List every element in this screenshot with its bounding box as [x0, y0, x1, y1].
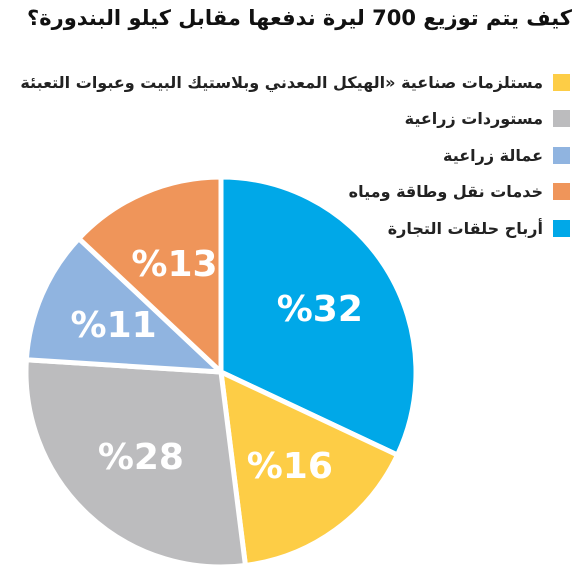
legend-item-labor: عمالة زراعية [50, 137, 570, 174]
legend-item-industrial: مستلزمات صناعية «الهيكل المعدني وبلاستيك… [20, 64, 570, 101]
legend-swatch-trade-profits [553, 219, 570, 237]
legend-swatch-imports [553, 110, 570, 128]
pie-slice-imports [23, 357, 248, 570]
legend-label-industrial: مستلزمات صناعية «الهيكل المعدني وبلاستيك… [20, 72, 543, 92]
legend-item-imports: مستوردات زراعية [50, 101, 570, 138]
pie-slice-trade-profits [218, 174, 419, 458]
legend-swatch-services [553, 183, 570, 201]
legend-label-services: خدمات نقل وطاقة ومياه [348, 182, 543, 202]
legend-label-labor: عمالة زراعية [442, 145, 543, 165]
pie-slice-services [76, 174, 224, 375]
legend: مستلزمات صناعية «الهيكل المعدني وبلاستيك… [20, 64, 570, 247]
legend-item-trade-profits: أرباح حلقات التجارة [50, 210, 570, 247]
slice-label-services: %13 [131, 244, 217, 285]
legend-item-services: خدمات نقل وطاقة ومياه [50, 174, 570, 211]
slice-label-labor: %11 [71, 305, 157, 346]
slice-label-trade-profits: %32 [277, 289, 363, 330]
legend-label-trade-profits: أرباح حلقات التجارة [387, 218, 543, 238]
pie-slice-industrial [218, 369, 400, 568]
slice-label-imports: %28 [98, 437, 184, 478]
chart-title: كيف يتم توزيع 700 ليرة ندفعها مقابل كيلو… [27, 6, 572, 30]
legend-swatch-labor [553, 146, 570, 164]
legend-label-imports: مستوردات زراعية [404, 109, 543, 129]
slice-label-industrial: %16 [247, 446, 333, 487]
legend-swatch-industrial [553, 73, 570, 91]
pie-slice-labor [23, 236, 224, 375]
